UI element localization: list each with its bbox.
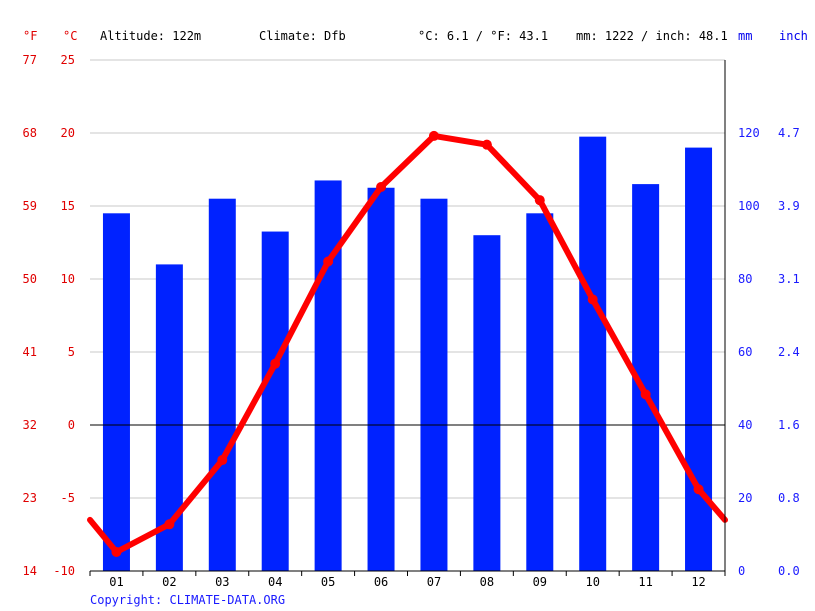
celsius-ticks: 25 20 15 10 5 0 -5 -10 xyxy=(53,53,75,578)
month-tick-label: 03 xyxy=(215,575,229,589)
precipitation-bar xyxy=(261,231,289,572)
inch-tick-label: 0.8 xyxy=(778,491,800,505)
celsius-unit-label: °C xyxy=(63,29,77,43)
inch-unit-label: inch xyxy=(779,29,808,43)
climate-label: Climate: Dfb xyxy=(259,29,346,43)
fahrenheit-unit-label: °F xyxy=(23,29,37,43)
mm-tick-label: 40 xyxy=(738,418,752,432)
gridlines xyxy=(90,59,725,499)
precipitation-bar xyxy=(473,235,501,571)
fahrenheit-tick-label: 77 xyxy=(23,53,37,67)
precipitation-bar xyxy=(685,147,713,571)
total-precipitation-label: mm: 1222 / inch: 48.1 xyxy=(576,29,728,43)
precipitation-bar xyxy=(314,180,342,571)
fahrenheit-tick-label: 23 xyxy=(23,491,37,505)
precipitation-bar xyxy=(579,136,607,571)
fahrenheit-ticks: 77 68 59 50 41 32 23 14 xyxy=(23,53,37,578)
fahrenheit-tick-label: 50 xyxy=(23,272,37,286)
mm-tick-label: 20 xyxy=(738,491,752,505)
temperature-point xyxy=(164,519,175,530)
temperature-point xyxy=(323,256,334,267)
temperature-line xyxy=(87,130,728,558)
mm-tick-label: 0 xyxy=(738,564,745,578)
mm-ticks: 120 100 80 60 40 20 0 xyxy=(738,126,760,578)
celsius-tick-label: -5 xyxy=(61,491,75,505)
precipitation-bar xyxy=(420,198,448,571)
month-ticks: 01 02 03 04 05 06 07 08 09 10 11 12 xyxy=(109,575,706,589)
temperature-series-line xyxy=(87,132,728,556)
celsius-tick-label: 0 xyxy=(68,418,75,432)
month-tick-label: 11 xyxy=(638,575,652,589)
month-tick-label: 05 xyxy=(321,575,335,589)
fahrenheit-tick-label: 59 xyxy=(23,199,37,213)
inch-tick-label: 4.7 xyxy=(778,126,800,140)
month-tick-label: 12 xyxy=(691,575,705,589)
copyright-label: Copyright: CLIMATE-DATA.ORG xyxy=(90,593,285,607)
celsius-tick-label: 20 xyxy=(61,126,75,140)
celsius-tick-label: 25 xyxy=(61,53,75,67)
fahrenheit-tick-label: 41 xyxy=(23,345,37,359)
temperature-point xyxy=(111,547,122,558)
precipitation-bar xyxy=(102,213,130,572)
temperature-point xyxy=(428,130,439,141)
month-tick-label: 01 xyxy=(109,575,123,589)
average-temperature-label: °C: 6.1 / °F: 43.1 xyxy=(418,29,548,43)
temperature-point xyxy=(587,294,598,305)
fahrenheit-tick-label: 32 xyxy=(23,418,37,432)
inch-tick-label: 2.4 xyxy=(778,345,800,359)
inch-tick-label: 1.6 xyxy=(778,418,800,432)
precipitation-bar xyxy=(526,213,554,572)
celsius-tick-label: 5 xyxy=(68,345,75,359)
precipitation-bars xyxy=(102,136,713,572)
month-tick-label: 06 xyxy=(374,575,388,589)
celsius-tick-label: 15 xyxy=(61,199,75,213)
mm-tick-label: 80 xyxy=(738,272,752,286)
month-tick-label: 08 xyxy=(480,575,494,589)
celsius-tick-label: 10 xyxy=(61,272,75,286)
altitude-label: Altitude: 122m xyxy=(100,29,201,43)
inch-tick-label: 3.1 xyxy=(778,272,800,286)
axes xyxy=(89,60,726,576)
month-tick-label: 10 xyxy=(585,575,599,589)
month-tick-label: 04 xyxy=(268,575,282,589)
month-tick-label: 07 xyxy=(427,575,441,589)
month-tick-label: 09 xyxy=(533,575,547,589)
fahrenheit-tick-label: 14 xyxy=(23,564,37,578)
temperature-point xyxy=(693,484,704,495)
mm-tick-label: 100 xyxy=(738,199,760,213)
mm-tick-label: 60 xyxy=(738,345,752,359)
temperature-point xyxy=(640,389,651,400)
inch-ticks: 4.7 3.9 3.1 2.4 1.6 0.8 0.0 xyxy=(778,126,800,578)
temperature-point xyxy=(376,182,387,193)
temperature-point xyxy=(217,455,228,466)
inch-tick-label: 0.0 xyxy=(778,564,800,578)
mm-tick-label: 120 xyxy=(738,126,760,140)
temperature-point xyxy=(534,195,545,206)
precipitation-bar xyxy=(367,187,395,571)
precipitation-bar xyxy=(208,198,236,571)
celsius-tick-label: -10 xyxy=(53,564,75,578)
mm-unit-label: mm xyxy=(738,29,752,43)
temperature-point xyxy=(481,139,492,150)
month-tick-label: 02 xyxy=(162,575,176,589)
inch-tick-label: 3.9 xyxy=(778,199,800,213)
temperature-point xyxy=(270,358,281,369)
fahrenheit-tick-label: 68 xyxy=(23,126,37,140)
